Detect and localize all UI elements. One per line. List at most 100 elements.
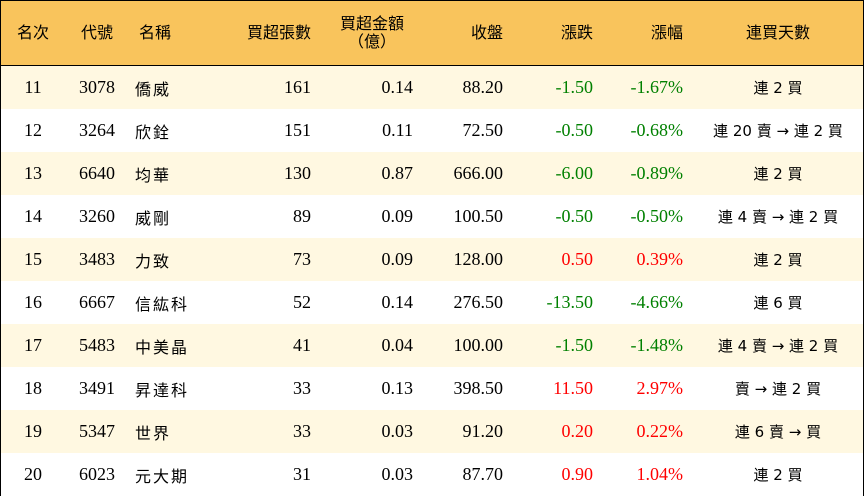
- table-row: 13 6640 均華 130 0.87 666.00 -6.00 -0.89% …: [1, 152, 863, 195]
- table-row: 14 3260 威剛 89 0.09 100.50 -0.50 -0.50% 連…: [1, 195, 863, 238]
- cell-name: 世界: [129, 410, 219, 453]
- cell-change-pct: -1.67%: [603, 65, 693, 109]
- cell-streak: 連 2 買: [693, 453, 863, 496]
- cell-name: 均華: [129, 152, 219, 195]
- header-change-pct: 漲幅: [603, 1, 693, 66]
- cell-rank: 15: [1, 238, 65, 281]
- cell-rank: 16: [1, 281, 65, 324]
- cell-lots: 41: [219, 324, 321, 367]
- cell-change-pct: 1.04%: [603, 453, 693, 496]
- cell-lots: 33: [219, 367, 321, 410]
- cell-amount: 0.87: [321, 152, 423, 195]
- cell-change-pct: -0.68%: [603, 109, 693, 152]
- cell-code: 5483: [65, 324, 129, 367]
- cell-code: 3078: [65, 65, 129, 109]
- cell-streak: 賣 → 連 2 買: [693, 367, 863, 410]
- cell-change-pct: 2.97%: [603, 367, 693, 410]
- cell-amount: 0.03: [321, 453, 423, 496]
- table-row: 20 6023 元大期 31 0.03 87.70 0.90 1.04% 連 2…: [1, 453, 863, 496]
- header-close: 收盤: [423, 1, 513, 66]
- table-row: 11 3078 僑威 161 0.14 88.20 -1.50 -1.67% 連…: [1, 65, 863, 109]
- cell-lots: 33: [219, 410, 321, 453]
- cell-change: -1.50: [513, 324, 603, 367]
- cell-change: -13.50: [513, 281, 603, 324]
- cell-change-pct: 0.39%: [603, 238, 693, 281]
- header-net-buy-amount-line2: （億）: [347, 32, 396, 51]
- cell-close: 398.50: [423, 367, 513, 410]
- cell-lots: 151: [219, 109, 321, 152]
- cell-close: 666.00: [423, 152, 513, 195]
- cell-change: 11.50: [513, 367, 603, 410]
- cell-rank: 11: [1, 65, 65, 109]
- table-row: 16 6667 信紘科 52 0.14 276.50 -13.50 -4.66%…: [1, 281, 863, 324]
- table-row: 19 5347 世界 33 0.03 91.20 0.20 0.22% 連 6 …: [1, 410, 863, 453]
- cell-code: 6667: [65, 281, 129, 324]
- cell-name: 元大期: [129, 453, 219, 496]
- table-row: 18 3491 昇達科 33 0.13 398.50 11.50 2.97% 賣…: [1, 367, 863, 410]
- cell-streak: 連 6 買: [693, 281, 863, 324]
- cell-close: 91.20: [423, 410, 513, 453]
- cell-rank: 14: [1, 195, 65, 238]
- table-row: 17 5483 中美晶 41 0.04 100.00 -1.50 -1.48% …: [1, 324, 863, 367]
- cell-streak: 連 2 買: [693, 65, 863, 109]
- cell-close: 100.50: [423, 195, 513, 238]
- header-change: 漲跌: [513, 1, 603, 66]
- cell-name: 威剛: [129, 195, 219, 238]
- cell-change: 0.90: [513, 453, 603, 496]
- cell-change-pct: 0.22%: [603, 410, 693, 453]
- cell-lots: 130: [219, 152, 321, 195]
- cell-close: 276.50: [423, 281, 513, 324]
- cell-close: 128.00: [423, 238, 513, 281]
- cell-code: 6640: [65, 152, 129, 195]
- cell-code: 3491: [65, 367, 129, 410]
- table-body: 11 3078 僑威 161 0.14 88.20 -1.50 -1.67% 連…: [1, 65, 863, 496]
- cell-rank: 19: [1, 410, 65, 453]
- cell-name: 信紘科: [129, 281, 219, 324]
- cell-change: -0.50: [513, 195, 603, 238]
- cell-code: 3483: [65, 238, 129, 281]
- cell-code: 5347: [65, 410, 129, 453]
- cell-amount: 0.14: [321, 65, 423, 109]
- header-row: 名次 代號 名稱 買超張數 買超金額 （億） 收盤 漲跌 漲幅 連買天數: [1, 1, 863, 66]
- cell-rank: 17: [1, 324, 65, 367]
- cell-amount: 0.11: [321, 109, 423, 152]
- cell-change: -1.50: [513, 65, 603, 109]
- cell-lots: 89: [219, 195, 321, 238]
- cell-name: 昇達科: [129, 367, 219, 410]
- cell-streak: 連 2 買: [693, 152, 863, 195]
- header-net-buy-lots: 買超張數: [219, 1, 321, 66]
- cell-change: -6.00: [513, 152, 603, 195]
- header-rank: 名次: [1, 1, 65, 66]
- header-net-buy-amount: 買超金額 （億）: [321, 1, 423, 66]
- cell-lots: 73: [219, 238, 321, 281]
- cell-amount: 0.13: [321, 367, 423, 410]
- cell-streak: 連 20 賣 → 連 2 買: [693, 109, 863, 152]
- header-streak: 連買天數: [693, 1, 863, 66]
- cell-name: 中美晶: [129, 324, 219, 367]
- cell-amount: 0.09: [321, 195, 423, 238]
- cell-name: 僑威: [129, 65, 219, 109]
- cell-change: 0.20: [513, 410, 603, 453]
- cell-lots: 31: [219, 453, 321, 496]
- cell-streak: 連 2 買: [693, 238, 863, 281]
- cell-streak: 連 4 賣 → 連 2 買: [693, 195, 863, 238]
- cell-amount: 0.03: [321, 410, 423, 453]
- cell-rank: 20: [1, 453, 65, 496]
- cell-streak: 連 6 賣 → 買: [693, 410, 863, 453]
- cell-change-pct: -4.66%: [603, 281, 693, 324]
- table-row: 12 3264 欣銓 151 0.11 72.50 -0.50 -0.68% 連…: [1, 109, 863, 152]
- cell-rank: 13: [1, 152, 65, 195]
- cell-rank: 18: [1, 367, 65, 410]
- cell-lots: 52: [219, 281, 321, 324]
- cell-name: 欣銓: [129, 109, 219, 152]
- cell-change: -0.50: [513, 109, 603, 152]
- cell-code: 3264: [65, 109, 129, 152]
- cell-name: 力致: [129, 238, 219, 281]
- cell-amount: 0.09: [321, 238, 423, 281]
- cell-lots: 161: [219, 65, 321, 109]
- cell-change-pct: -0.89%: [603, 152, 693, 195]
- cell-close: 87.70: [423, 453, 513, 496]
- cell-change-pct: -1.48%: [603, 324, 693, 367]
